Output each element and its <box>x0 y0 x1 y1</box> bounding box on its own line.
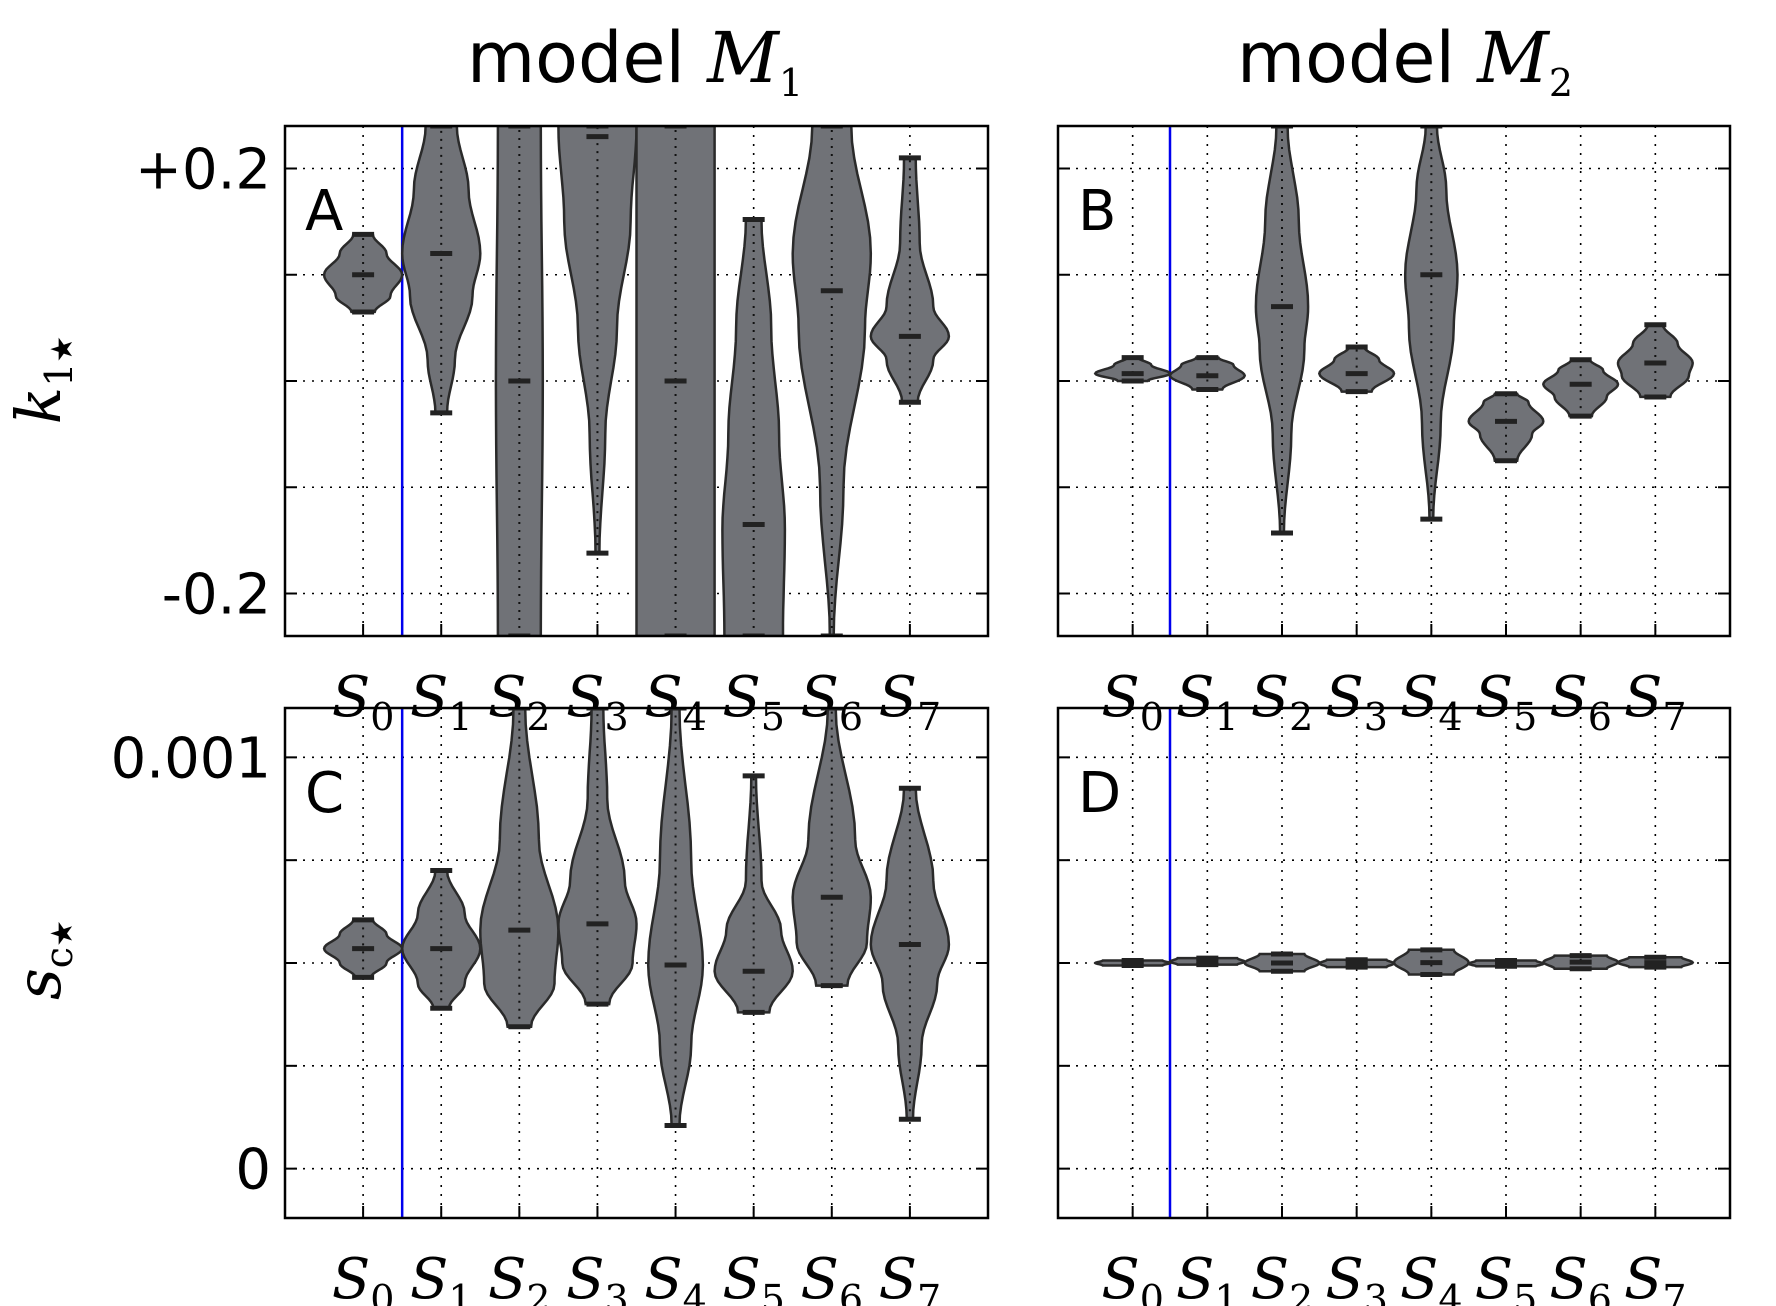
x-tick-label: S5 <box>1475 665 1538 739</box>
violin-body-2 <box>479 708 560 1029</box>
y-tick-label: -0.2 <box>162 563 271 628</box>
x-tick-label: S1 <box>1176 1247 1239 1306</box>
x-tick-label: S4 <box>644 665 707 739</box>
violin-body-4 <box>1403 126 1459 521</box>
axes-frame <box>283 706 990 1220</box>
x-tick-label: S7 <box>879 665 942 739</box>
x-tick-label: S1 <box>410 1247 473 1306</box>
violins <box>1093 947 1695 978</box>
violin-body-6 <box>791 126 873 636</box>
panel-c: 0 0.001 S0 S1 S2 S3 S4 S5 S6 S7 C <box>111 706 990 1306</box>
violin-body-1 <box>400 869 482 1010</box>
x-tick-label: S3 <box>1325 665 1388 739</box>
panel-letter: C <box>305 761 344 826</box>
x-tick-label: S4 <box>644 1247 707 1306</box>
panel-letter: B <box>1078 179 1116 244</box>
row-label-sc: sc★ <box>2 920 81 1000</box>
x-tick-label: S1 <box>410 665 473 739</box>
violin-body-1 <box>400 126 482 415</box>
violins <box>1093 126 1694 536</box>
axes-frame <box>1056 124 1732 638</box>
x-tick-label: S2 <box>488 1247 551 1306</box>
x-tick-label: S5 <box>1475 1247 1538 1306</box>
violin-body-7 <box>869 156 951 404</box>
x-tick-label: S6 <box>800 1247 863 1306</box>
panel-b: S0 S1 S2 S3 S4 S5 S6 S7 B <box>1056 124 1732 739</box>
y-tick-label: 0 <box>235 1138 271 1203</box>
column-title-m2: model M2 <box>1237 17 1573 105</box>
x-tick-label: S3 <box>566 1247 629 1306</box>
violins <box>322 708 951 1128</box>
x-tick-label: S7 <box>1624 665 1687 739</box>
x-tick-label: S2 <box>1251 1247 1314 1306</box>
violins <box>322 126 951 636</box>
axes-frame <box>1056 706 1732 1220</box>
violin-body-3 <box>1317 345 1396 393</box>
violin-body-0 <box>1093 356 1172 383</box>
x-tick-label: S2 <box>1251 665 1314 739</box>
x-tick-label: S1 <box>1176 665 1239 739</box>
panel-letter: A <box>305 179 343 244</box>
x-tick-label: S5 <box>722 665 785 739</box>
x-tick-label: S0 <box>1101 665 1164 739</box>
y-tick-label: 0.001 <box>111 726 271 791</box>
violin-body-2 <box>1254 126 1310 535</box>
row-label-k1: k1★ <box>2 336 81 425</box>
violin-body-3 <box>557 126 638 555</box>
violin-body-6 <box>791 708 873 987</box>
violin-body-3 <box>557 708 638 1006</box>
x-tick-label: S4 <box>1400 665 1463 739</box>
x-tick-label: S5 <box>722 1247 785 1306</box>
x-tick-label: S0 <box>1101 1247 1164 1306</box>
x-tick-label: S4 <box>1400 1247 1463 1306</box>
y-tick-label: +0.2 <box>135 138 271 203</box>
x-tick-label: S7 <box>879 1247 942 1306</box>
x-tick-label: S6 <box>1549 665 1612 739</box>
x-tick-label: S2 <box>488 665 551 739</box>
x-tick-label: S6 <box>1549 1247 1612 1306</box>
panel-d: S0 S1 S2 S3 S4 S5 S6 S7 D <box>1056 706 1732 1306</box>
panel-a: -0.2+0.2S0 S1 S2 S3 S4 S5 S6 S7A <box>135 124 990 739</box>
x-tick-label: S3 <box>1325 1247 1388 1306</box>
column-title-m1: model M1 <box>467 17 803 105</box>
axes-frame <box>283 124 990 638</box>
panel-letter: D <box>1078 761 1121 826</box>
x-tick-label: S0 <box>332 665 395 739</box>
x-tick-label: S0 <box>332 1247 395 1306</box>
x-tick-label: S7 <box>1624 1247 1687 1306</box>
